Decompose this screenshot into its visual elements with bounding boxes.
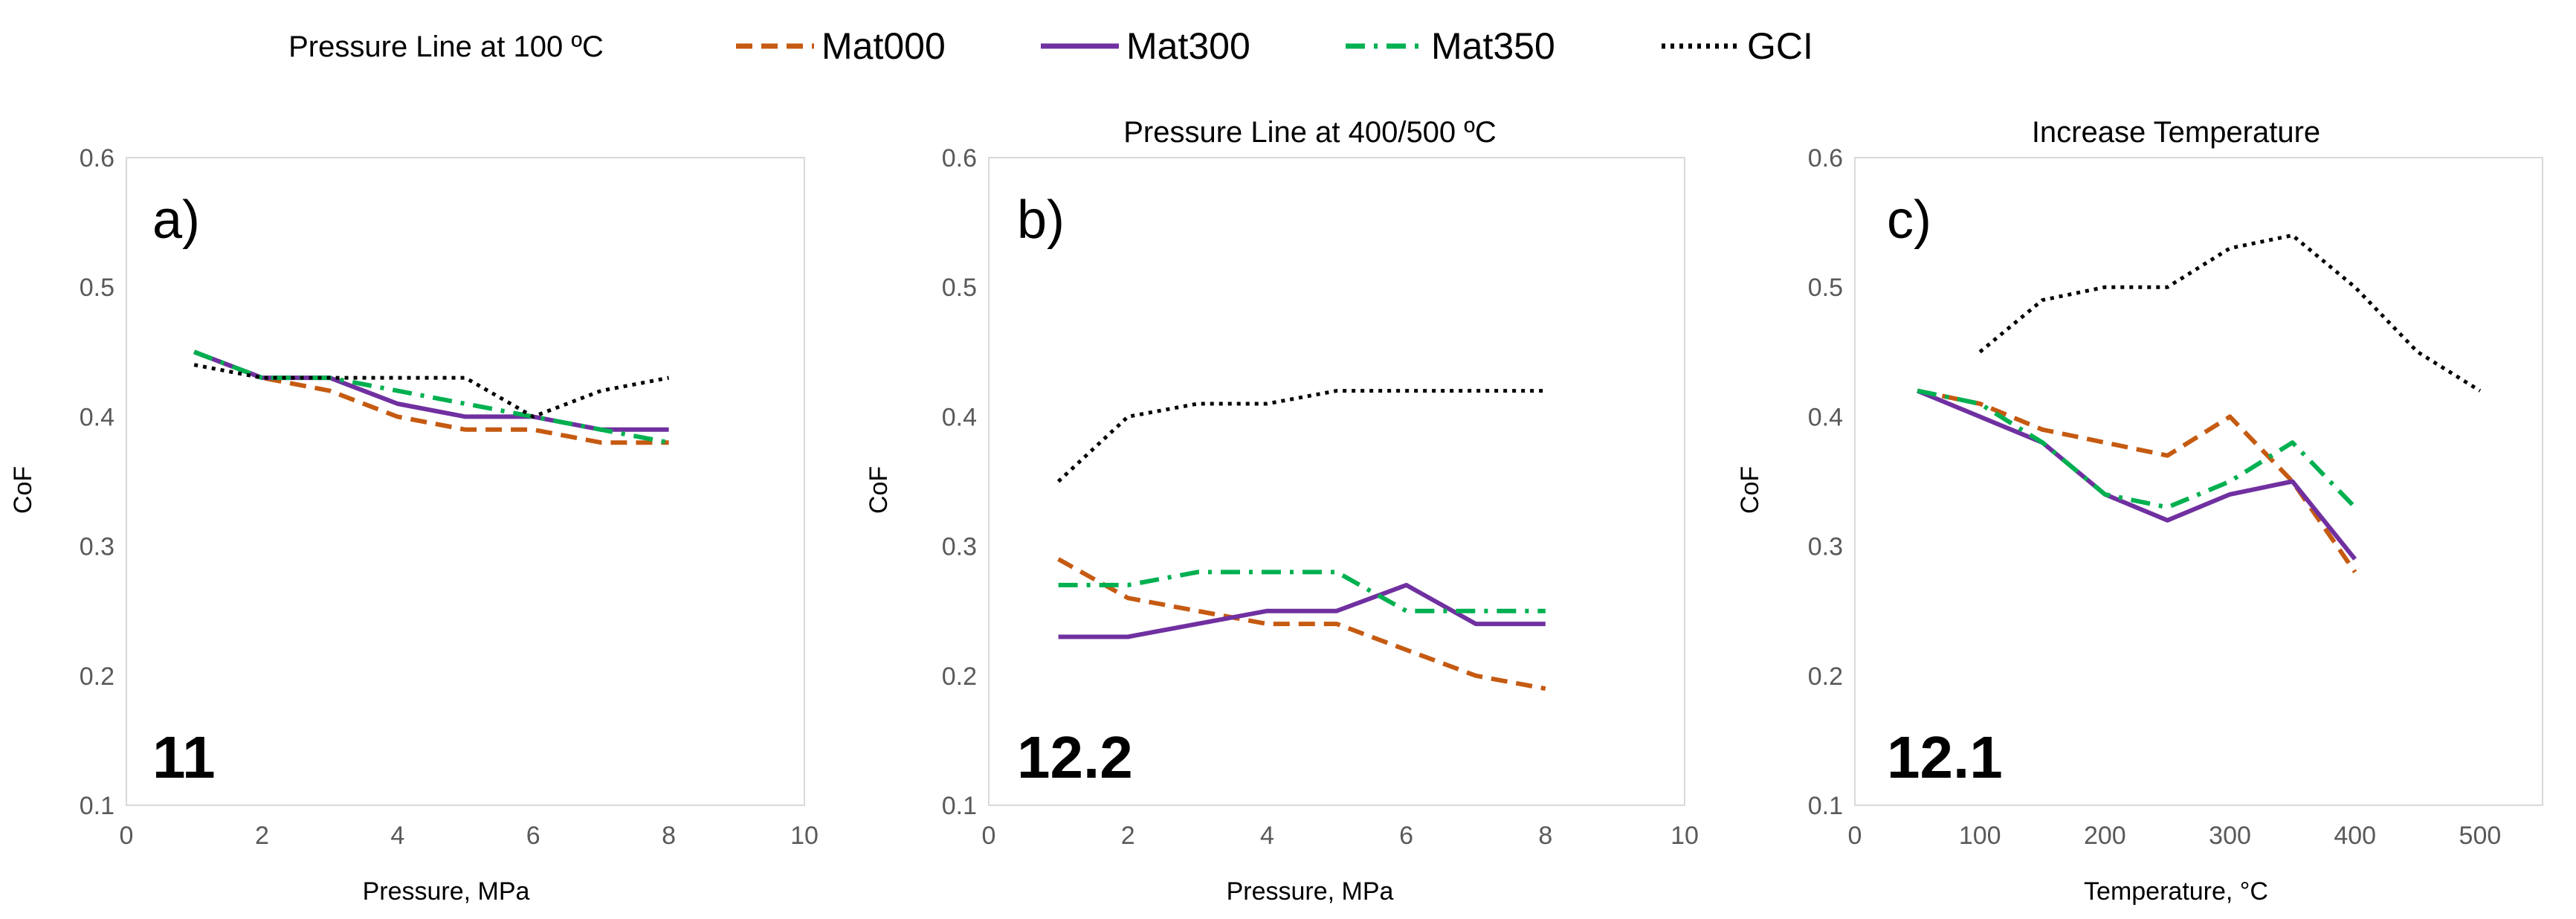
plot-area <box>988 157 1685 806</box>
panel-a: Pressure Line at 100 ºC CoF Pressure, MP… <box>9 30 819 906</box>
x-tick-label: 2 <box>1121 822 1135 850</box>
legend-label-gci: GCI <box>1747 25 1813 67</box>
panel-annotation: 12.1 <box>1887 724 2003 790</box>
series-line-mat000 <box>1057 557 1546 691</box>
y-axis-label: CoF <box>9 466 37 514</box>
x-tick-label: 6 <box>526 822 540 850</box>
plot-area <box>1854 157 2543 806</box>
y-tick-label: 0.5 <box>942 274 977 302</box>
y-axis-label: CoF <box>1736 466 1764 514</box>
y-tick-label: 0.1 <box>1808 792 1843 820</box>
series-line-gci <box>1978 233 2482 393</box>
panel-letter: a) <box>152 190 200 250</box>
y-tick-label: 0.3 <box>942 533 977 561</box>
panel-b: Pressure Line at 400/500 ºC CoF Pressure… <box>865 116 1699 906</box>
legend: Mat000 Mat300 Mat350 GCI <box>736 25 1813 67</box>
x-tick-label: 500 <box>2459 822 2502 850</box>
y-tick-label: 0.6 <box>1808 144 1843 172</box>
plot-area <box>126 157 805 806</box>
series-line-mat350 <box>1917 388 2357 510</box>
panel-title: Increase Temperature <box>2032 116 2320 149</box>
series-line-mat300 <box>1916 388 2357 561</box>
x-tick-label: 0 <box>1848 822 1862 850</box>
y-tick-label: 0.4 <box>80 403 114 431</box>
y-tick-label: 0.2 <box>1808 662 1843 691</box>
series-line-gci <box>193 363 670 419</box>
x-tick-label: 200 <box>2084 822 2126 850</box>
legend-label-mat300: Mat300 <box>1126 25 1250 67</box>
panel-annotation: 12.2 <box>1017 724 1133 790</box>
y-axis-label: CoF <box>865 466 893 514</box>
x-tick-label: 8 <box>662 822 676 850</box>
panel-title: Pressure Line at 100 ºC <box>288 30 604 63</box>
series-line-gci <box>1056 389 1546 483</box>
x-axis-label: Temperature, °C <box>2084 877 2268 906</box>
x-tick-label: 2 <box>255 822 269 850</box>
series-line-mat350 <box>1058 570 1546 613</box>
y-tick-label: 0.3 <box>80 533 114 561</box>
panel-letter: c) <box>1887 190 1931 250</box>
x-tick-label: 0 <box>120 822 134 850</box>
series-line-mat350 <box>193 349 670 445</box>
panel-title: Pressure Line at 400/500 ºC <box>1123 116 1497 149</box>
y-tick-label: 0.6 <box>80 144 114 172</box>
legend-label-mat350: Mat350 <box>1431 25 1555 67</box>
x-tick-label: 0 <box>982 822 996 850</box>
y-tick-label: 0.5 <box>80 274 114 302</box>
x-tick-label: 300 <box>2209 822 2251 850</box>
x-tick-label: 4 <box>1260 822 1274 850</box>
series-line-mat000 <box>1917 388 2357 574</box>
x-tick-label: 400 <box>2334 822 2376 850</box>
panel-c: Increase Temperature CoF Temperature, °C… <box>1736 116 2543 906</box>
y-tick-label: 0.1 <box>942 792 977 820</box>
x-tick-label: 8 <box>1538 822 1552 850</box>
y-tick-label: 0.2 <box>942 662 977 691</box>
x-axis-label: Pressure, MPa <box>1227 877 1394 906</box>
y-tick-label: 0.3 <box>1808 533 1843 561</box>
x-tick-label: 10 <box>1670 822 1699 850</box>
series-line-mat300 <box>1058 582 1546 639</box>
x-tick-label: 4 <box>390 822 404 850</box>
x-tick-label: 6 <box>1399 822 1413 850</box>
legend-label-mat000: Mat000 <box>821 25 946 67</box>
x-axis-label: Pressure, MPa <box>363 877 530 906</box>
y-tick-label: 0.4 <box>942 403 977 431</box>
y-tick-label: 0.4 <box>1808 403 1843 431</box>
panel-annotation: 11 <box>152 724 216 790</box>
x-tick-label: 100 <box>1959 822 2001 850</box>
panel-letter: b) <box>1017 190 1065 250</box>
x-tick-label: 10 <box>790 822 819 850</box>
y-tick-label: 0.6 <box>942 144 977 172</box>
y-tick-label: 0.2 <box>80 662 114 691</box>
y-tick-label: 0.1 <box>80 792 114 820</box>
y-tick-label: 0.5 <box>1808 274 1843 302</box>
